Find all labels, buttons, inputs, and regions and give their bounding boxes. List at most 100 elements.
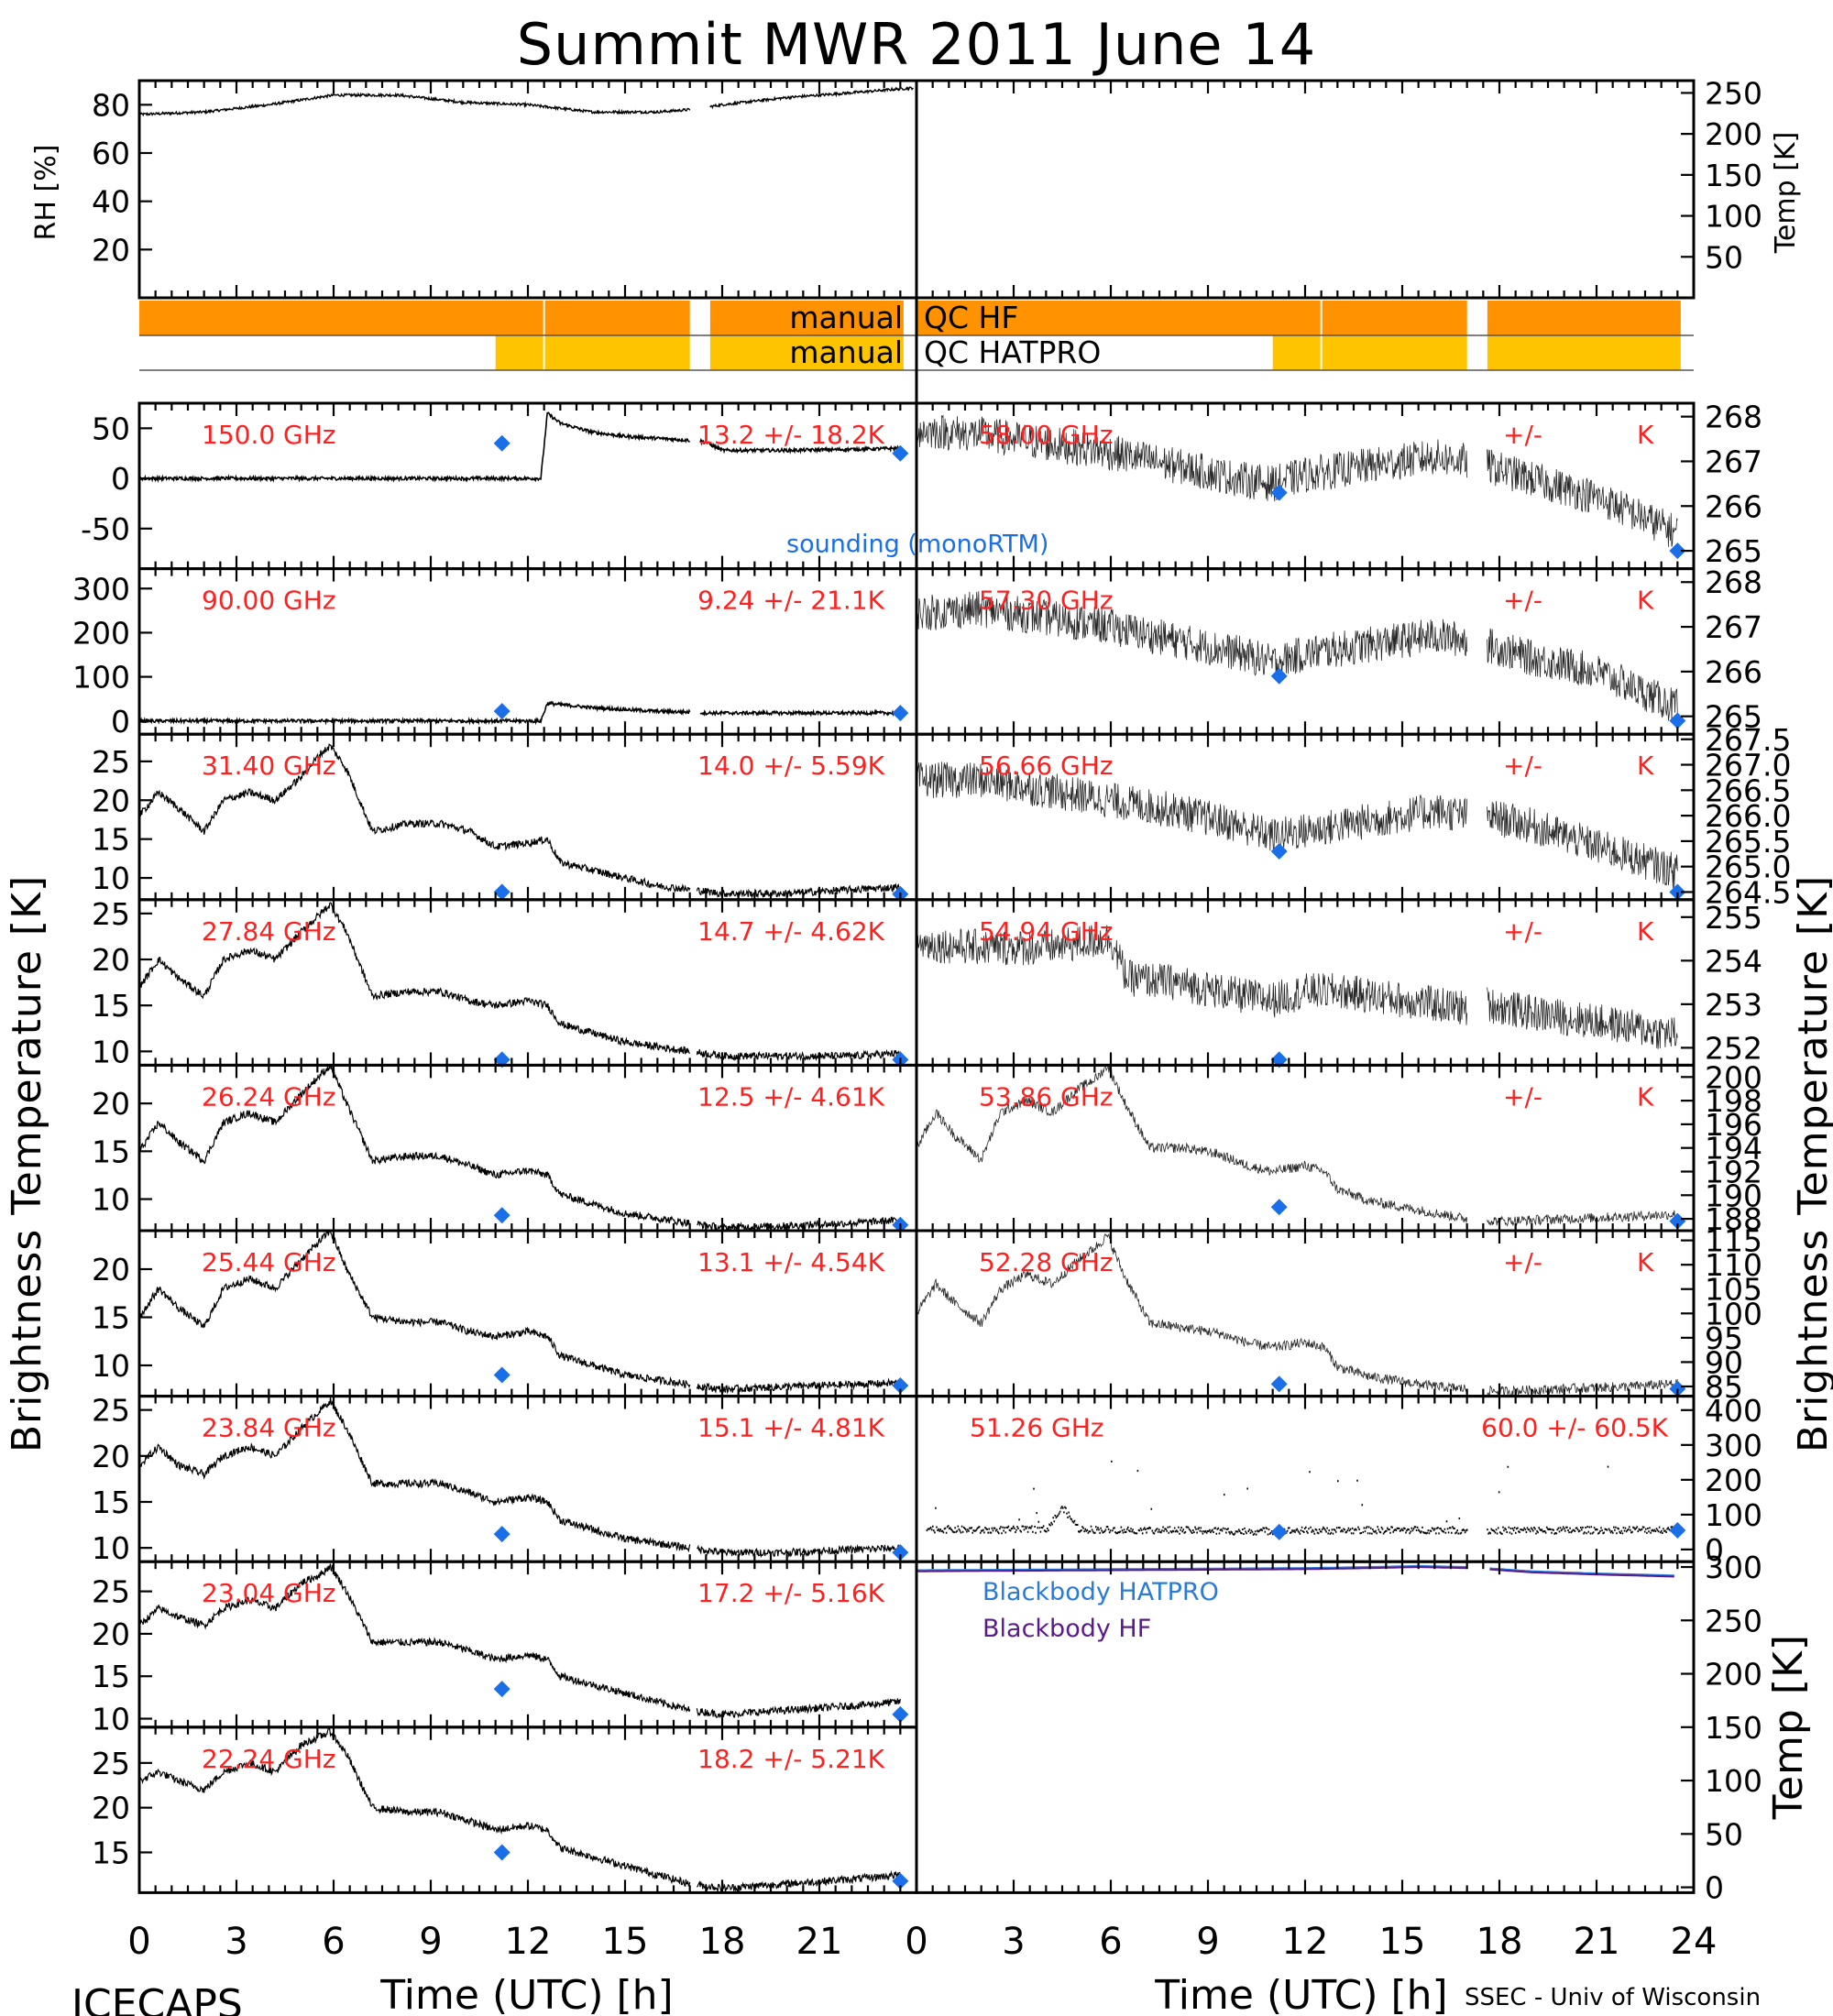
- channel-y-tick-label: 188: [1705, 1201, 1762, 1237]
- channel-y-tick-label: 265.0: [1705, 849, 1791, 885]
- temp-y-tick-label: 100: [1705, 199, 1762, 235]
- sounding-point: [493, 434, 510, 452]
- x-tick-label-left: 0: [127, 1921, 150, 1963]
- channel-y-tick-label: 100: [72, 660, 130, 696]
- channel-y-tick-label: 190: [1705, 1178, 1762, 1213]
- blackbody-y-tick-label: 100: [1705, 1763, 1762, 1799]
- channel-y-tick-label: 200: [72, 615, 130, 651]
- sounding-point: [1270, 1375, 1288, 1393]
- qc-hf-flag: [708, 301, 904, 335]
- data-layer: [138, 86, 1686, 1894]
- channel-stat: +/-: [1503, 916, 1542, 947]
- channel-y-tick-label: 15: [92, 1659, 130, 1694]
- channel-stat-unit: K: [1637, 1247, 1654, 1277]
- qc-hf-label-right: QC HF: [924, 300, 1018, 335]
- channel-y-tick-label: 10: [92, 1530, 130, 1566]
- channel-series: [916, 761, 1678, 889]
- channel-y-tick-label: 10: [92, 1702, 130, 1737]
- channel-y-tick-label: 95: [1705, 1320, 1743, 1356]
- channel-series: [138, 902, 901, 1062]
- sounding-point: [1669, 1521, 1686, 1539]
- sounding-point: [1270, 1199, 1288, 1216]
- channel-label: 57.30 GHz: [979, 586, 1114, 616]
- blackbody-axis-title: Temp [K]: [1765, 1634, 1812, 1820]
- blackbody-series: [916, 1566, 1674, 1578]
- sounding-point: [892, 1377, 909, 1395]
- sounding-point: [1270, 667, 1288, 685]
- temp-y-tick-label: 150: [1705, 158, 1762, 193]
- x-tick-label-left: 6: [322, 1921, 345, 1963]
- channel-y-tick-label: 265.5: [1705, 824, 1791, 860]
- x-tick-label-left: 21: [796, 1921, 843, 1963]
- channel-y-tick-label: -50: [81, 511, 130, 547]
- sounding-point: [493, 1844, 510, 1861]
- blackbody-y-tick-label: 0: [1705, 1870, 1724, 1906]
- sounding-point: [1669, 1212, 1686, 1230]
- channel-y-tick-label: 50: [92, 411, 130, 446]
- sounding-point: [493, 1526, 510, 1543]
- sounding-point: [493, 883, 510, 901]
- qc-hatpro-flag: [1272, 335, 1467, 370]
- channel-stat: +/-: [1503, 1081, 1542, 1112]
- channel-y-tick-label: 15: [92, 822, 130, 858]
- channel-label: 150.0 GHz: [202, 420, 336, 450]
- channel-y-tick-label: 25: [92, 1574, 130, 1610]
- qc-hatpro-flag: [1486, 335, 1681, 370]
- x-tick-label-left: 18: [699, 1921, 746, 1963]
- channel-series: [916, 414, 1678, 547]
- footer-credit: SSEC - Univ of Wisconsin: [1465, 1984, 1761, 2011]
- left-axis-title: Brightness Temperature [K]: [4, 875, 50, 1452]
- channel-y-tick-label: 254: [1705, 943, 1762, 979]
- footer-icecaps: ICECAPS: [71, 1981, 243, 2016]
- channel-stat: 17.2 +/- 5.16K: [697, 1578, 884, 1608]
- channel-y-tick-label: 20: [92, 1086, 130, 1122]
- channel-y-tick-label: 267: [1705, 609, 1762, 645]
- channel-y-tick-label: 100: [1705, 1296, 1762, 1331]
- figure-title: Summit MWR 2011 June 14: [517, 11, 1316, 78]
- sounding-point: [1669, 883, 1686, 901]
- channel-y-tick-label: 25: [92, 1393, 130, 1429]
- rh-y-tick-label: 20: [92, 232, 130, 268]
- channel-label: 52.28 GHz: [979, 1247, 1114, 1277]
- blackbody-y-tick-label: 300: [1705, 1550, 1762, 1585]
- channel-series: [138, 411, 901, 484]
- channel-y-tick-label: 267.5: [1705, 722, 1791, 758]
- channel-y-tick-label: 20: [92, 942, 130, 978]
- channel-stat-unit: K: [1637, 1081, 1654, 1112]
- channel-y-tick-label: 85: [1705, 1369, 1743, 1405]
- channel-y-tick-label: 268: [1705, 400, 1762, 435]
- qc-hatpro-label-right: QC HATPRO: [924, 334, 1101, 370]
- sounding-point: [892, 705, 909, 722]
- channel-y-tick-label: 20: [92, 1252, 130, 1287]
- temp-axis-title: Temp [K]: [1770, 132, 1802, 255]
- channel-series: [138, 743, 901, 900]
- qc-hf-flag: [139, 301, 690, 335]
- x-tick-label-left: 9: [419, 1921, 442, 1963]
- channel-y-tick-label: 110: [1705, 1247, 1762, 1283]
- channel-stat: 14.7 +/- 4.62K: [697, 916, 884, 947]
- channel-y-tick-label: 198: [1705, 1083, 1762, 1119]
- x-tick-label-right: 21: [1574, 1921, 1620, 1963]
- channel-stat-unit: K: [1637, 586, 1654, 616]
- channel-label: 53.86 GHz: [979, 1081, 1114, 1112]
- sounding-point: [493, 1207, 510, 1224]
- channel-series: [138, 1727, 901, 1894]
- x-tick-label-left: 12: [505, 1921, 552, 1963]
- channel-y-tick-label: 0: [1705, 1532, 1724, 1568]
- channel-stat-unit: K: [1637, 916, 1654, 947]
- channel-y-tick-label: 15: [92, 988, 130, 1024]
- channel-y-tick-label: 266: [1705, 654, 1762, 690]
- blackbody-y-tick-label: 50: [1705, 1816, 1743, 1852]
- channel-y-tick-label: 264.5: [1705, 874, 1791, 910]
- channel-y-tick-label: 253: [1705, 987, 1762, 1023]
- sounding-point: [1669, 542, 1686, 560]
- sounding-point: [1270, 843, 1288, 860]
- channel-y-tick-label: 0: [111, 704, 130, 740]
- sounding-point: [1270, 484, 1288, 501]
- channel-y-tick-label: 20: [92, 1439, 130, 1474]
- rh-y-tick-label: 60: [92, 136, 130, 171]
- channel-series: [138, 1563, 901, 1719]
- channel-label: 90.00 GHz: [202, 586, 336, 616]
- channel-y-tick-label: 265: [1705, 699, 1762, 735]
